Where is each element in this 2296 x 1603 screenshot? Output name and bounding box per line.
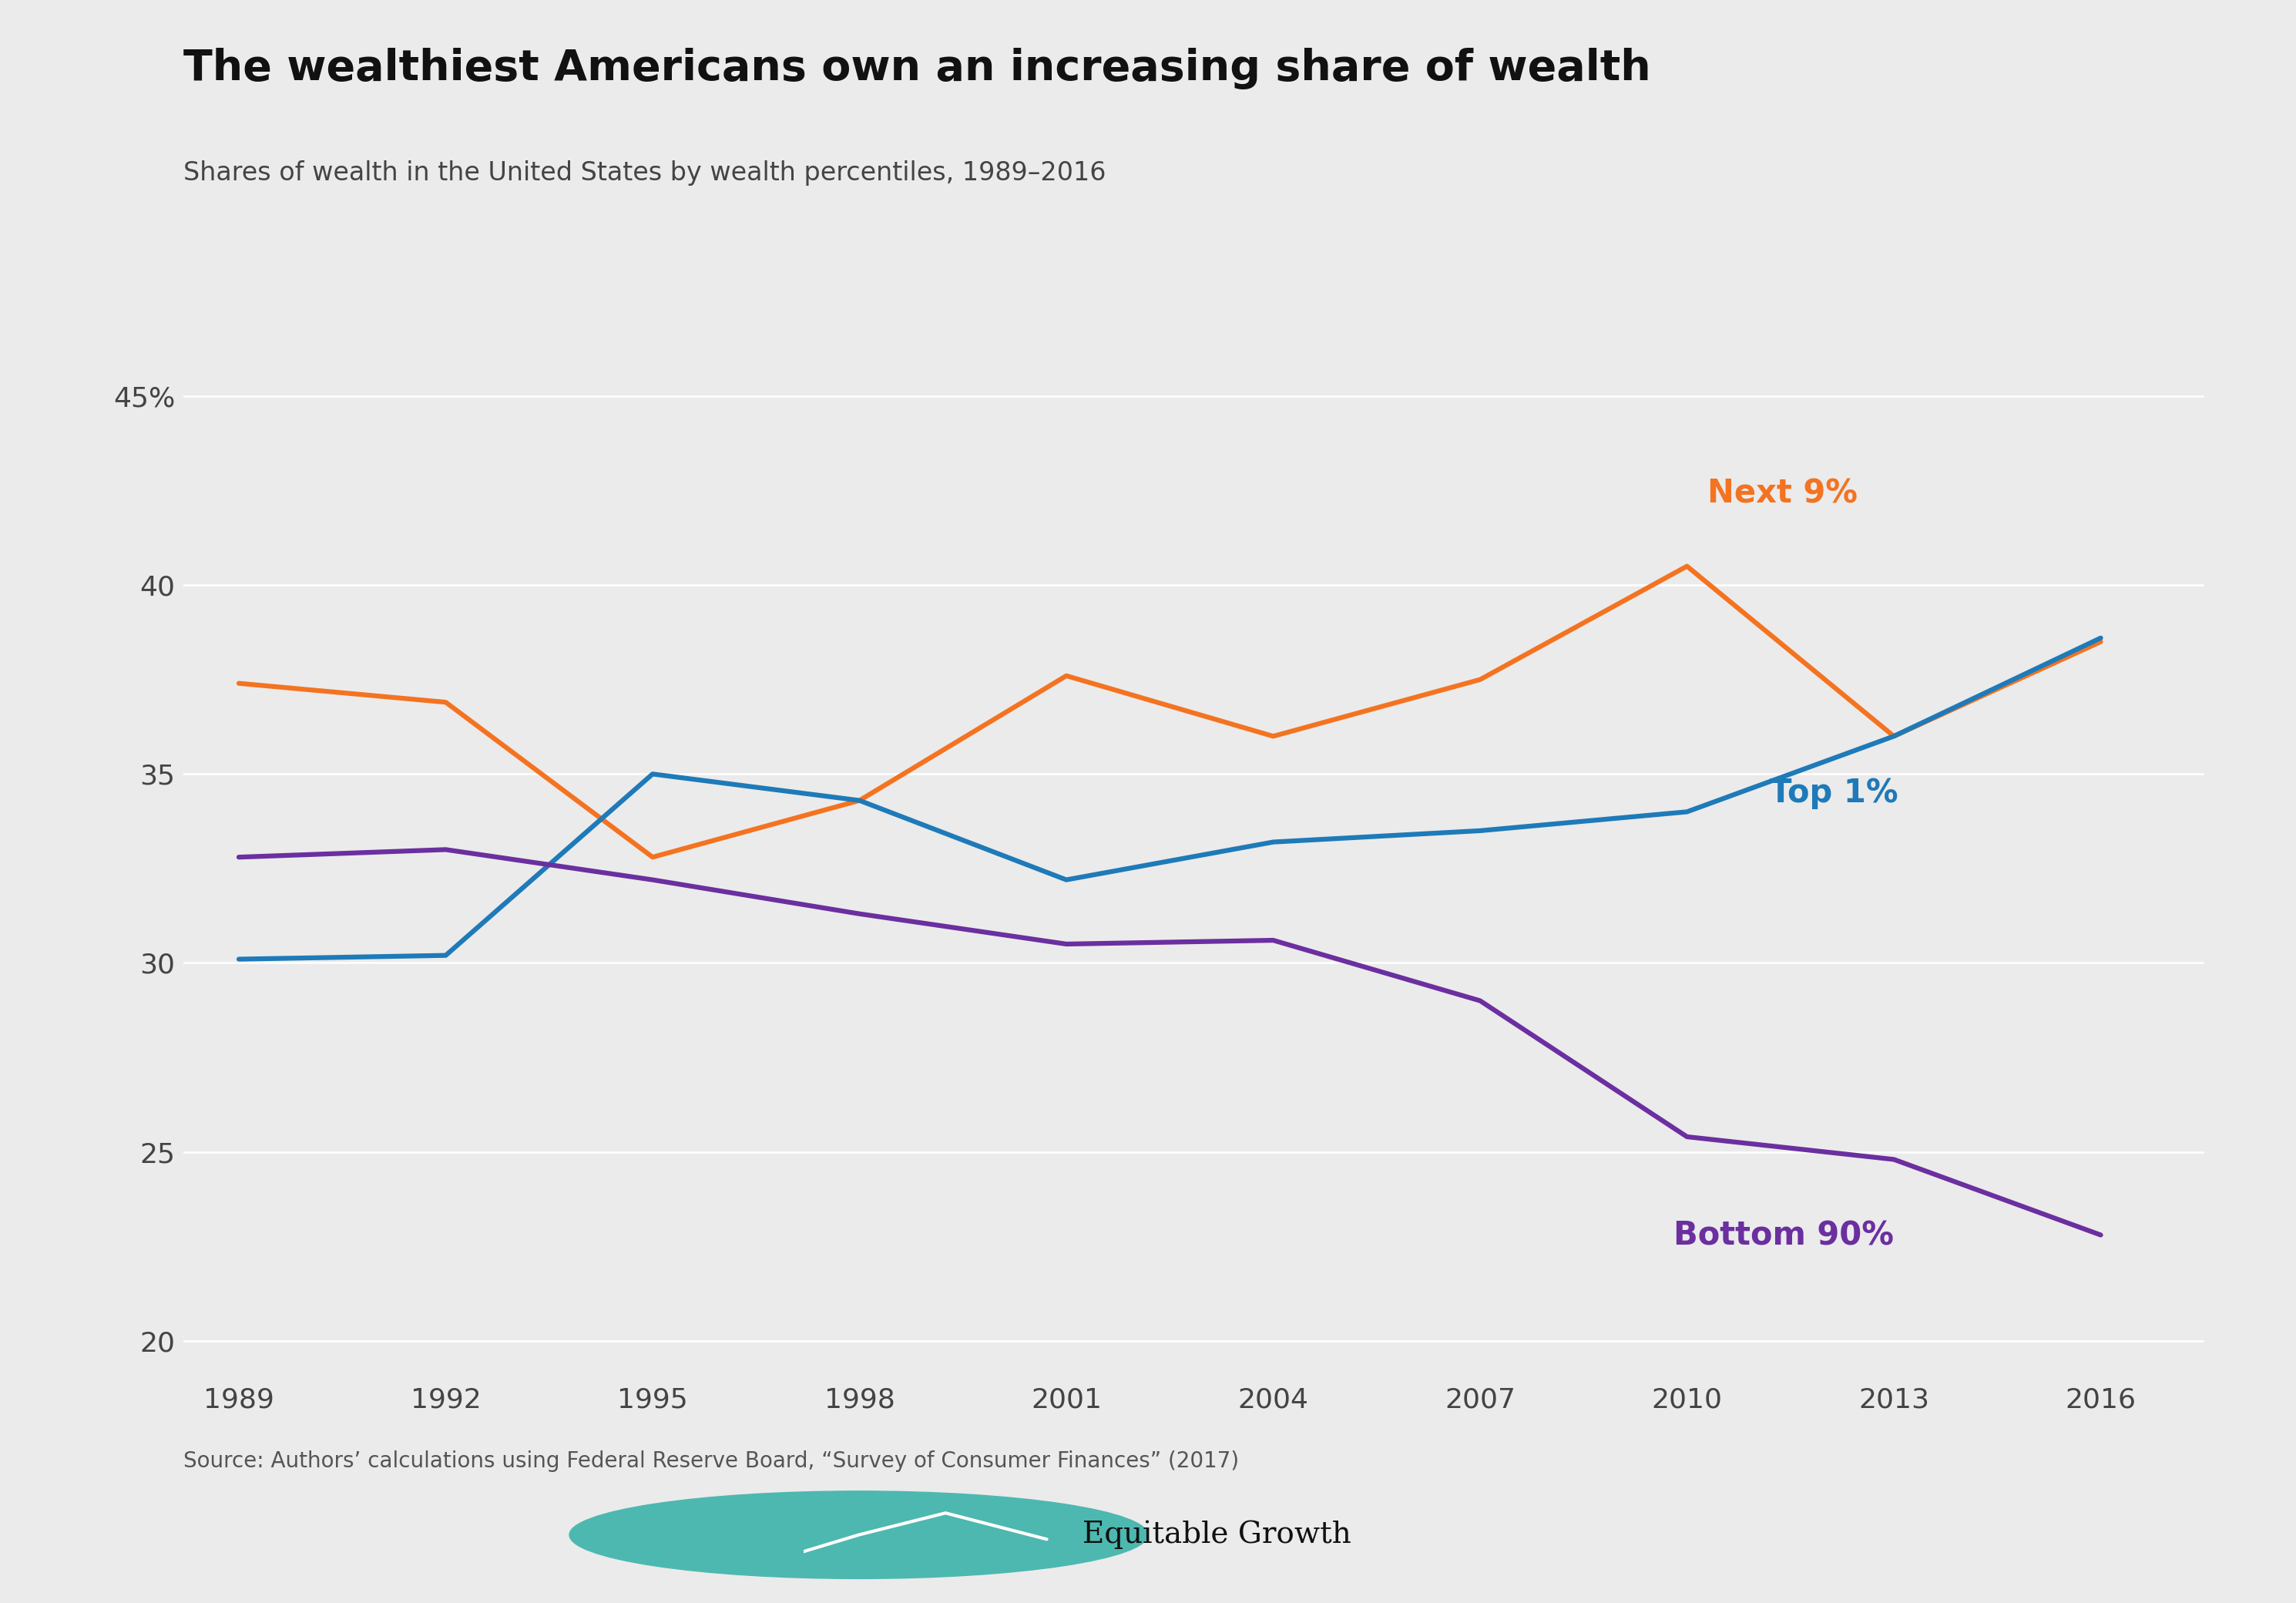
Text: The wealthiest Americans own an increasing share of wealth: The wealthiest Americans own an increasi…: [184, 48, 1651, 90]
Circle shape: [569, 1491, 1148, 1579]
Text: Shares of wealth in the United States by wealth percentiles, 1989–2016: Shares of wealth in the United States by…: [184, 160, 1107, 186]
Text: Top 1%: Top 1%: [1770, 777, 1899, 810]
Text: Bottom 90%: Bottom 90%: [1674, 1220, 1894, 1252]
Text: Equitable Growth: Equitable Growth: [1081, 1520, 1352, 1550]
Text: Next 9%: Next 9%: [1708, 478, 1857, 510]
Text: Source: Authors’ calculations using Federal Reserve Board, “Survey of Consumer F: Source: Authors’ calculations using Fede…: [184, 1451, 1240, 1472]
